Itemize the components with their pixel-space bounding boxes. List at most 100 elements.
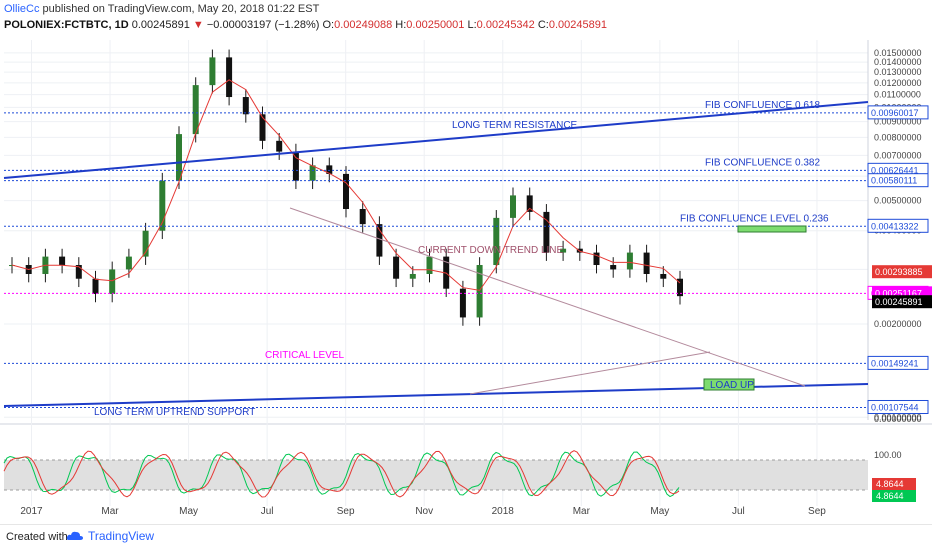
created-with-text: Created with <box>6 531 68 543</box>
close-label: C: <box>537 19 549 31</box>
level-price-label: 0.00413322 <box>871 221 919 231</box>
x-tick-label: 2017 <box>20 506 43 517</box>
candle-body <box>125 256 132 270</box>
candle-body <box>359 209 366 225</box>
level-annotation: FIB CONFLUENCE LEVEL 0.236 <box>680 213 829 224</box>
candle-body <box>92 278 99 294</box>
level-annotation: FIB CONFLUENCE 0.618 <box>705 100 820 111</box>
candle-body <box>593 252 600 266</box>
publish-date: published on TradingView.com, May 20, 20… <box>42 3 320 15</box>
candle-body <box>242 97 249 115</box>
price-tick-label: 0.01500000 <box>874 48 922 58</box>
x-tick-label: May <box>650 506 669 517</box>
price-tick-label: 0.00900000 <box>874 117 922 127</box>
oscillator-band <box>4 460 868 490</box>
x-tick-label: Jul <box>732 506 745 517</box>
current-price-label: 0.00245891 <box>875 297 923 307</box>
price-tick-label: 0.00000000 <box>874 414 922 424</box>
candle-body <box>326 165 333 174</box>
candle-body <box>510 195 516 218</box>
price-tick-label: 0.01100000 <box>874 90 921 100</box>
candle-body <box>493 217 500 266</box>
load-up-label: LOAD UP <box>710 380 754 391</box>
candle-body <box>109 269 116 294</box>
low-label: L: <box>467 19 477 31</box>
candle-body <box>476 265 483 318</box>
current-price-label: 0.00251167 <box>875 288 922 298</box>
downtrend-line <box>289 207 806 387</box>
price-tick-label: 0.00700000 <box>874 150 922 160</box>
candle-body <box>192 85 199 135</box>
x-tick-label: Jul <box>261 506 274 517</box>
inner-uptrend-line <box>469 351 711 395</box>
candle-body <box>292 151 299 181</box>
candle-body <box>560 248 567 253</box>
x-tick-label: Mar <box>573 506 591 517</box>
footer: Created with TradingView <box>0 524 932 551</box>
x-tick-label: May <box>179 506 198 517</box>
resistance-label: LONG TERM RESISTANCE <box>452 120 578 131</box>
candle-body <box>226 57 233 98</box>
candle-body <box>526 195 533 212</box>
x-tick-label: Mar <box>101 506 119 517</box>
level-price-tag <box>867 399 929 414</box>
candle-body <box>142 230 149 257</box>
level-price-tag <box>867 105 929 120</box>
close-value: 0.00245891 <box>548 19 607 31</box>
price-tick-label: 0.00800000 <box>874 132 922 142</box>
stoch-d-line <box>3 450 680 498</box>
downtrend-label: CURRENT DOWN TREND LINE <box>418 245 564 256</box>
oscillator-value-tag <box>872 490 916 502</box>
candle-body <box>176 134 182 181</box>
brand-name: TradingView <box>88 529 155 543</box>
high-label: H: <box>395 19 407 31</box>
candle-body <box>159 180 166 231</box>
tradingview-logo[interactable]: TradingView <box>66 529 154 543</box>
target-zone-box <box>737 225 807 233</box>
author-link[interactable]: OllieCc <box>4 3 40 15</box>
critical-label: CRITICAL LEVEL <box>265 350 345 361</box>
candle-body <box>543 211 550 253</box>
candle-body <box>276 140 283 152</box>
level-price-tag <box>867 218 929 233</box>
candle-body <box>459 288 466 318</box>
current-price-label: 0.00293885 <box>875 267 923 277</box>
chart-canvas[interactable]: 2017 Mar May Jul Sep Nov 2018 Mar May Jul Sep 0.015… <box>0 0 932 524</box>
candle-body <box>75 265 82 279</box>
candle-body <box>309 165 316 181</box>
candle-body <box>376 224 383 257</box>
current-price-tag <box>872 265 932 279</box>
candle-body <box>59 256 66 266</box>
moving-average-line <box>11 79 681 291</box>
candle-body <box>660 273 667 279</box>
price-tick-label: 0.01200000 <box>874 78 922 88</box>
candle-body <box>576 248 583 253</box>
level-price-label: 0.00960017 <box>871 108 919 118</box>
high-value: 0.00250001 <box>406 19 465 31</box>
candle-body <box>610 265 617 270</box>
support-label: LONG TERM UPTREND SUPPORT <box>94 407 255 418</box>
oscillator-value-label: 4.8644 <box>876 491 904 501</box>
price-tick-label: 0.00100000 <box>874 412 922 422</box>
candle-body <box>643 252 650 274</box>
down-arrow-icon: ▼ <box>192 19 204 31</box>
price-tick-label: 0.01300000 <box>874 67 922 77</box>
symbol-name[interactable]: POLONIEX:FCTBTC, 1D <box>4 19 129 31</box>
candle-body <box>259 114 266 141</box>
oscillator-value-tag <box>872 478 916 490</box>
resistance-trendline <box>3 101 869 179</box>
candle-body <box>409 273 416 279</box>
x-tick-label: Sep <box>808 506 826 517</box>
level-annotation: FIB CONFLUENCE 0.382 <box>705 157 820 168</box>
price-change: −0.00003197 (−1.28%) <box>206 19 320 31</box>
oscillator-value-label: 4.8644 <box>876 479 904 489</box>
symbol-info: POLONIEX:FCTBTC, 1D 0.00245891 ▼ −0.0000… <box>4 19 607 31</box>
candle-body <box>426 256 433 274</box>
level-price-label: 0.00107544 <box>871 402 919 412</box>
chart-header: OllieCc published on TradingView.com, Ma… <box>0 0 932 36</box>
load-up-box <box>703 378 755 391</box>
candle-body <box>393 256 400 279</box>
cloud-icon <box>66 531 83 540</box>
x-tick-label: Nov <box>415 506 433 517</box>
level-price-tag <box>867 355 929 370</box>
